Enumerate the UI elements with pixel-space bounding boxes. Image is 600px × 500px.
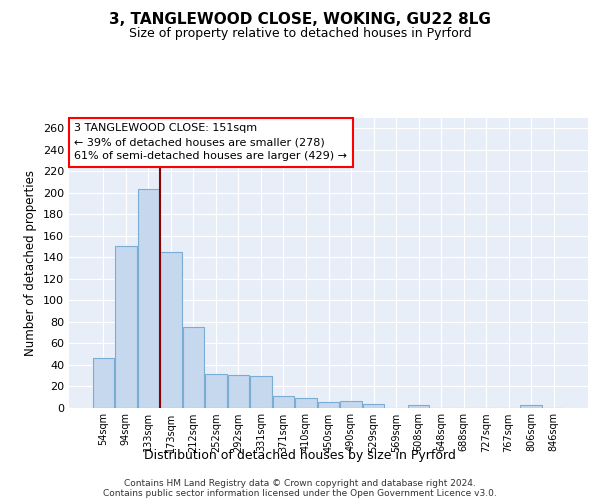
Bar <box>182 327 204 407</box>
Bar <box>228 376 249 408</box>
Text: Size of property relative to detached houses in Pyrford: Size of property relative to detached ho… <box>128 28 472 40</box>
Bar <box>340 401 362 407</box>
Bar <box>318 402 339 407</box>
Bar <box>408 406 429 407</box>
Bar <box>92 358 114 408</box>
Bar <box>160 252 182 408</box>
Bar <box>273 396 294 407</box>
Bar <box>115 246 137 408</box>
Text: Contains HM Land Registry data © Crown copyright and database right 2024.: Contains HM Land Registry data © Crown c… <box>124 478 476 488</box>
Bar <box>520 406 542 407</box>
Bar <box>137 190 159 408</box>
Bar <box>205 374 227 408</box>
Bar <box>295 398 317 407</box>
Text: 3 TANGLEWOOD CLOSE: 151sqm
← 39% of detached houses are smaller (278)
61% of sem: 3 TANGLEWOOD CLOSE: 151sqm ← 39% of deta… <box>74 124 347 162</box>
Text: Contains public sector information licensed under the Open Government Licence v3: Contains public sector information licen… <box>103 488 497 498</box>
Text: 3, TANGLEWOOD CLOSE, WOKING, GU22 8LG: 3, TANGLEWOOD CLOSE, WOKING, GU22 8LG <box>109 12 491 28</box>
Text: Distribution of detached houses by size in Pyrford: Distribution of detached houses by size … <box>144 448 456 462</box>
Bar <box>250 376 272 408</box>
Bar <box>363 404 384 407</box>
Y-axis label: Number of detached properties: Number of detached properties <box>25 170 37 356</box>
